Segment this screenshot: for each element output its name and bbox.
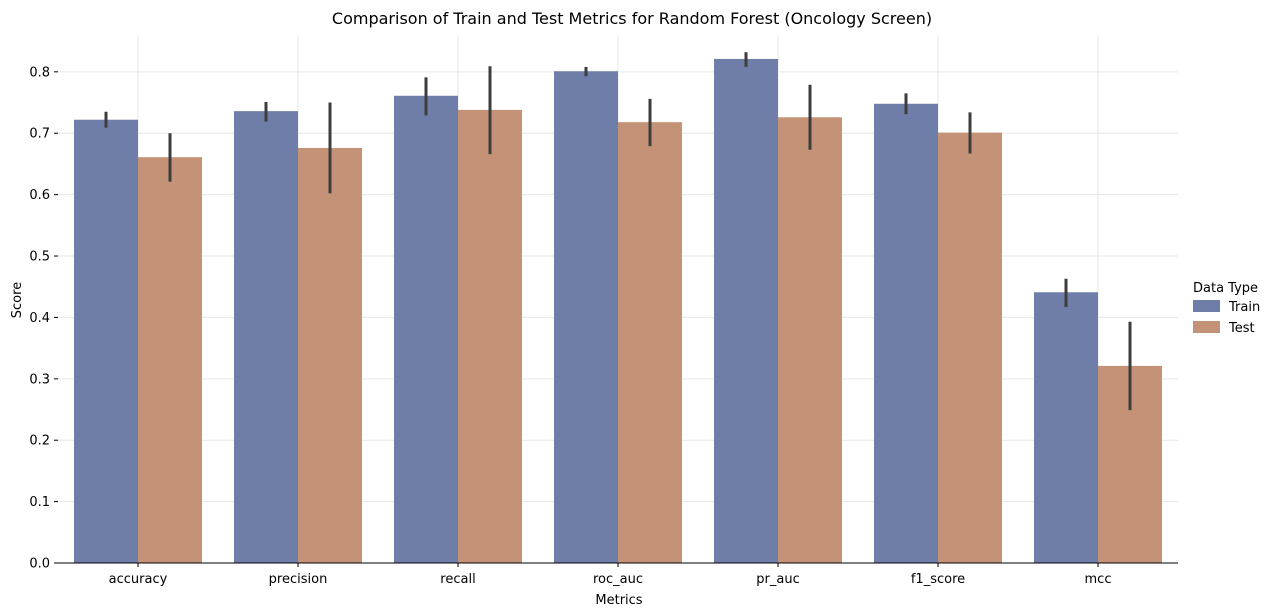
bar-test-recall: [458, 109, 522, 563]
y-tick-label: 0.3: [29, 372, 50, 387]
y-tick-label: 0.1: [29, 495, 50, 510]
y-tick-label: 0.2: [29, 434, 50, 449]
bar-train-roc_auc: [554, 71, 618, 563]
bar-test-f1_score: [938, 132, 1002, 564]
bar-test-precision: [298, 147, 362, 563]
legend-swatch-test: [1193, 321, 1220, 333]
bars: [74, 58, 1162, 564]
legend-title: Data Type: [1193, 281, 1258, 296]
y-axis-label: Score: [10, 282, 25, 318]
bar-train-mcc: [1034, 292, 1098, 563]
x-axis: accuracy precision recall roc_auc pr_auc f1_s…: [58, 562, 1178, 587]
y-tick-label: 0.4: [29, 311, 50, 326]
bar-train-recall: [394, 95, 458, 563]
y-axis: 0.0 0.1 0.2 0.3 0.4 0.5 0.6 0.7 0.8: [29, 65, 58, 572]
bar-train-f1_score: [874, 103, 938, 563]
y-tick-label: 0.5: [29, 250, 50, 265]
y-tick-label: 0.8: [29, 65, 50, 80]
error-bars: [104, 52, 1132, 411]
bar-train-precision: [234, 111, 298, 563]
legend-label-train: Train: [1228, 300, 1260, 315]
x-tick-label: f1_score: [911, 572, 965, 587]
bar-train-pr_auc: [714, 58, 778, 564]
x-tick-label: recall: [440, 572, 475, 587]
x-tick-label: precision: [269, 572, 328, 587]
y-tick-label: 0.6: [29, 188, 50, 203]
y-tick-label: 0.7: [29, 127, 50, 142]
y-tick-label: 0.0: [29, 557, 50, 572]
bar-test-roc_auc: [618, 122, 682, 563]
x-tick-label: pr_auc: [756, 572, 799, 587]
legend-swatch-train: [1193, 300, 1220, 312]
bar-test-accuracy: [138, 157, 202, 563]
chart-title: Comparison of Train and Test Metrics for…: [332, 9, 932, 28]
bar-test-pr_auc: [778, 117, 842, 563]
x-tick-label: accuracy: [109, 572, 168, 587]
x-axis-label: Metrics: [595, 593, 642, 608]
x-tick-label: mcc: [1085, 572, 1112, 587]
legend: Data Type Train Test: [1193, 281, 1260, 336]
legend-label-test: Test: [1228, 321, 1255, 336]
x-tick-label: roc_auc: [593, 572, 643, 587]
bar-train-accuracy: [74, 119, 138, 563]
